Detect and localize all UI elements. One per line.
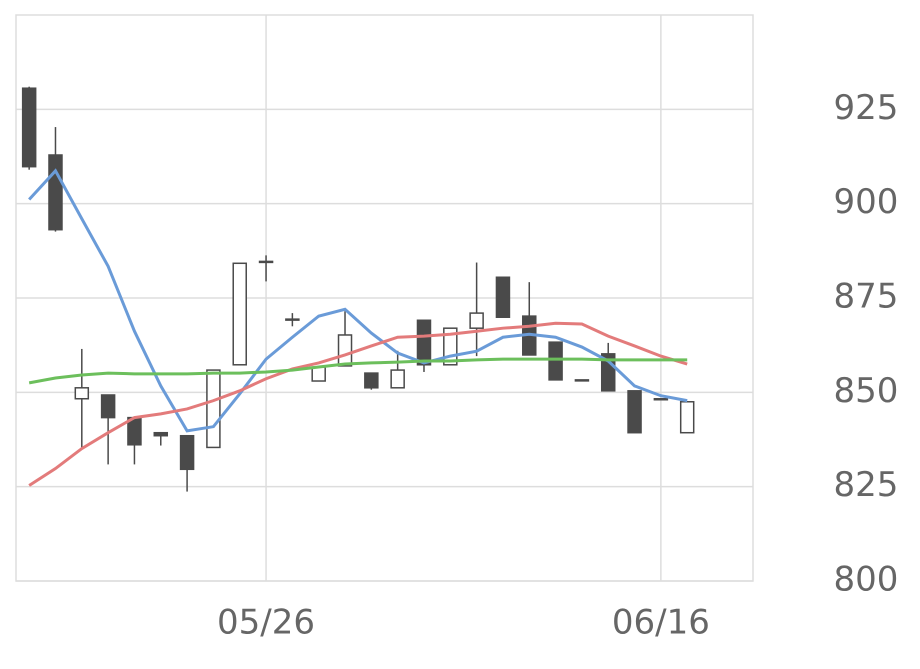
candle-body (364, 372, 379, 389)
moving-average-line (28, 168, 688, 433)
candle-body (153, 431, 169, 437)
candle-body (627, 390, 642, 434)
candle-body (48, 154, 63, 231)
candle-body (232, 262, 247, 366)
candle-body (311, 366, 326, 382)
moving-average-line (28, 357, 688, 385)
y-tick-label: 825 (834, 465, 899, 505)
candle-body (653, 397, 669, 401)
x-tick-label: 06/16 (612, 603, 710, 643)
y-tick-label: 800 (834, 560, 899, 600)
candle-body (179, 434, 195, 471)
candle-body (21, 87, 37, 168)
y-tick-label: 875 (834, 277, 899, 317)
candle-body (548, 341, 563, 381)
candle-body (495, 276, 511, 318)
x-tick-label: 05/26 (217, 603, 315, 643)
candle-body (74, 387, 90, 400)
y-tick-label: 850 (834, 371, 899, 411)
y-tick-label: 925 (834, 88, 899, 128)
candle-body (258, 260, 274, 264)
candle-body (679, 401, 695, 434)
candle-body (416, 319, 432, 366)
candle-body (469, 312, 484, 329)
moving-average-line (28, 321, 688, 487)
candle-body (100, 394, 116, 419)
y-tick-label: 900 (834, 182, 899, 222)
candle-body (390, 369, 405, 389)
candle-body (337, 334, 353, 367)
candle-body (206, 369, 221, 449)
candle-body (285, 318, 300, 321)
candle-body (574, 379, 590, 382)
